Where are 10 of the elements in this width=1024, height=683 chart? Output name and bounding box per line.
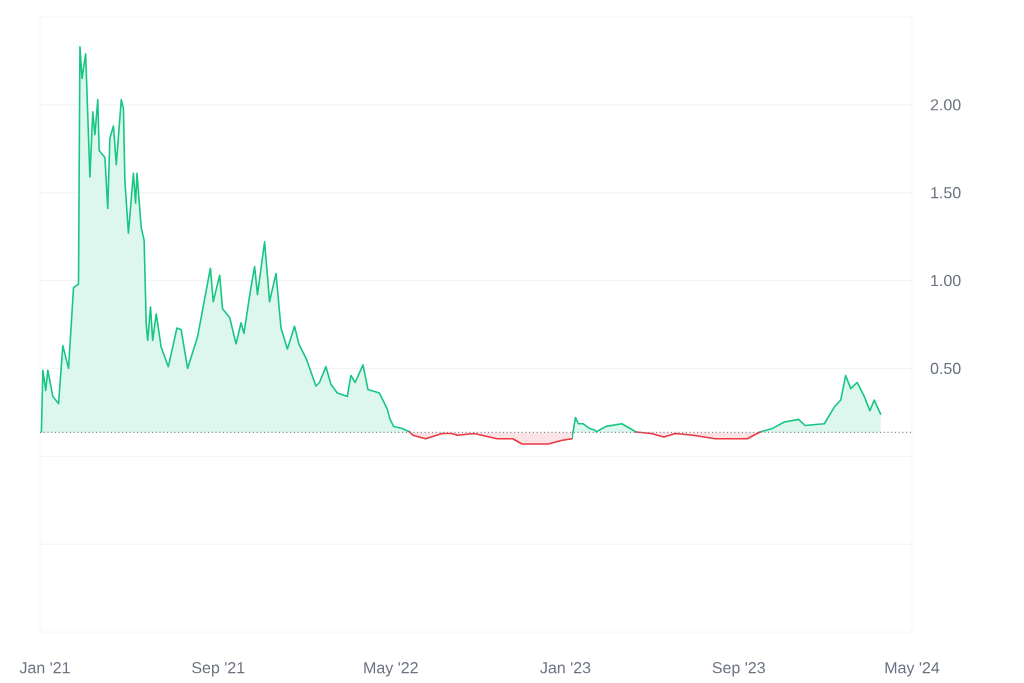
x-tick-label: Jan '21	[19, 662, 70, 674]
x-tick-label: Sep '21	[192, 662, 245, 677]
y-tick-label: 1.50	[931, 187, 961, 199]
y-tick-label: 2.00	[930, 99, 961, 111]
x-tick-label: May '22	[364, 662, 418, 677]
x-tick-label: May '24	[885, 662, 940, 677]
x-tick-label: Jan '23	[540, 662, 591, 674]
y-tick-label: 1.00	[931, 274, 961, 287]
y-tick-label: 0.50	[930, 362, 961, 375]
x-tick-label: Sep '23	[712, 662, 765, 677]
